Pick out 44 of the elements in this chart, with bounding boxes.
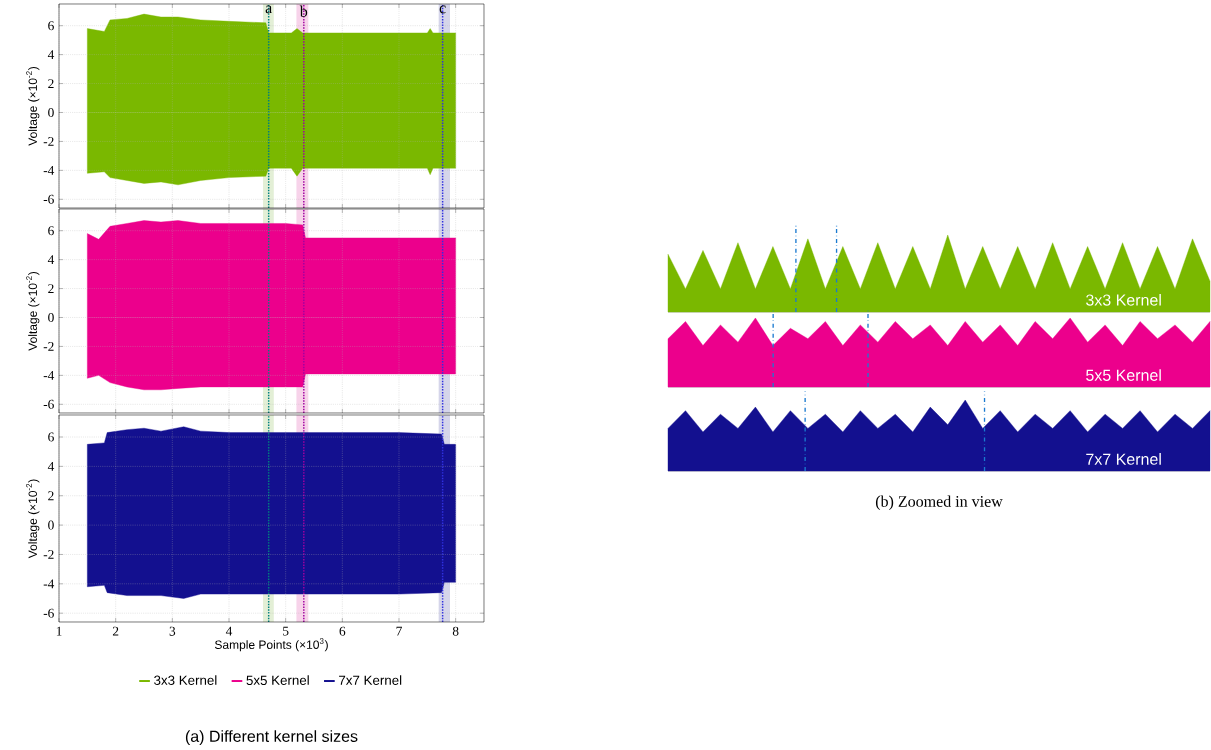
series-label: 5x5 Kernel (1086, 369, 1161, 381)
legend-label: 7x7 Kernel (339, 675, 402, 685)
y-tick-label: 2 (48, 79, 54, 88)
ref-line-label: c (439, 5, 446, 14)
y-tick-label: 6 (48, 21, 54, 31)
x-tick-label: 3 (169, 626, 176, 636)
y-tick-label: -4 (43, 370, 55, 380)
series-label: 7x7 Kernel (1086, 453, 1161, 465)
ref-line-label: b (299, 5, 308, 17)
text: (b) Zoomed in view (875, 495, 1003, 511)
y-tick-label: 6 (48, 226, 54, 236)
x-tick-label: 5 (283, 626, 289, 636)
y-axis-title: Voltage (×10$^{-2}$) (26, 66, 40, 146)
x-tick-label: 7 (396, 626, 402, 636)
y-tick-label: 2 (48, 491, 54, 501)
y-axis-title: Voltage (×10$^{-2}$) (26, 479, 40, 559)
text: (a) Different kernel sizes (185, 730, 358, 746)
y-tick-label: -6 (43, 608, 54, 618)
y-tick-label: 4 (47, 255, 55, 265)
y-tick-label: 0 (48, 520, 54, 530)
y-tick-label: 4 (47, 50, 55, 60)
y-tick-label: -4 (43, 579, 55, 589)
x-tick-label: 2 (112, 626, 119, 636)
y-tick-label: 0 (48, 108, 54, 117)
x-tick-label: 8 (452, 626, 459, 636)
y-tick-label: 2 (48, 284, 54, 293)
text: 3x3 Kernel (154, 675, 217, 685)
series-label: 3x3 Kernel (1086, 294, 1161, 306)
y-tick-label: 0 (48, 313, 54, 322)
y-tick-label: -2 (43, 550, 54, 559)
y-tick-label: 6 (48, 432, 54, 442)
x-tick-label: 1 (56, 626, 62, 636)
y-tick-label: -2 (43, 137, 54, 146)
y-tick-label: -6 (43, 194, 54, 204)
x-tick-label: 4 (225, 626, 233, 636)
y-tick-label: 4 (47, 461, 55, 471)
ref-line-label: a (265, 5, 272, 14)
text: 5x5 Kernel (246, 675, 309, 685)
y-tick-label: -6 (43, 399, 54, 409)
y-axis-title: Voltage (×10$^{-2}$) (26, 271, 40, 351)
y-tick-label: -4 (43, 165, 55, 175)
x-axis-title: Sample Points (×10$^{3}$) (214, 638, 328, 652)
y-tick-label: -2 (43, 342, 54, 351)
x-tick-label: 6 (339, 626, 346, 636)
